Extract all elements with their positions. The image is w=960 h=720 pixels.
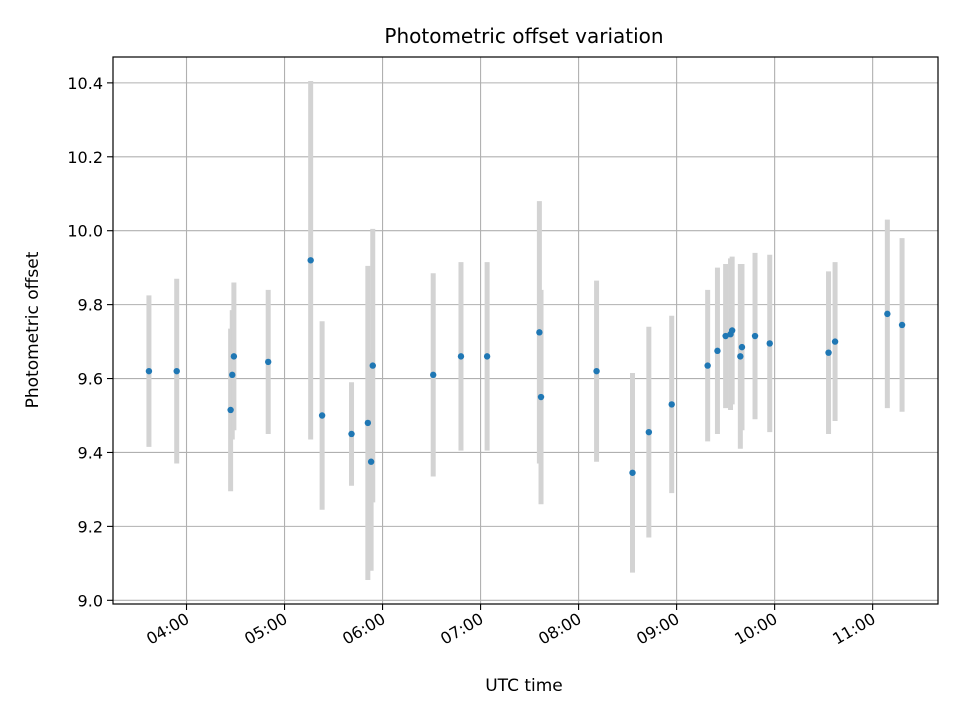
data-points [145, 257, 906, 476]
x-tick-label: 10:00 [731, 609, 780, 649]
y-tick-label: 9.8 [78, 296, 103, 315]
data-point [369, 362, 376, 369]
x-axis-ticks: 04:00 05:00 06:00 07:00 08:00 09:00 10:00 11:00 [143, 604, 879, 649]
x-tick-label: 09:00 [633, 609, 682, 649]
y-tick-label: 9.6 [78, 370, 103, 389]
data-point [318, 412, 326, 419]
data-point [884, 310, 891, 318]
data-point [483, 353, 491, 360]
data-point [593, 367, 600, 375]
data-point [714, 347, 721, 355]
data-point [229, 371, 236, 379]
plot-frame [112, 56, 939, 605]
data-point [145, 367, 153, 375]
x-tick-label: 04:00 [143, 609, 192, 649]
data-point [704, 362, 711, 369]
y-tick-label: 10.4 [67, 74, 103, 93]
x-tick-label: 11:00 [829, 609, 878, 649]
y-tick-label: 10.0 [67, 222, 103, 241]
y-axis-label: Photometric offset [23, 251, 43, 408]
data-point [629, 469, 636, 476]
data-point [766, 340, 773, 347]
x-tick-label: 07:00 [437, 609, 486, 649]
error-bars [146, 81, 905, 580]
data-point [668, 401, 675, 408]
data-point [825, 349, 832, 356]
data-point [429, 371, 437, 379]
y-tick-label: 10.2 [67, 148, 103, 167]
y-tick-label: 9.0 [78, 591, 103, 610]
chart-title: Photometric offset variation [384, 24, 663, 48]
y-tick-label: 9.4 [78, 443, 103, 462]
data-point [367, 458, 375, 465]
data-point [728, 327, 736, 334]
data-point [264, 358, 272, 366]
data-point [536, 329, 543, 336]
data-point [230, 353, 238, 360]
data-point [737, 353, 744, 360]
y-axis-ticks: 9.0 9.2 9.4 9.6 9.8 10.0 10.2 10.4 [67, 74, 113, 610]
x-tick-label: 06:00 [339, 609, 388, 649]
x-tick-label: 08:00 [535, 609, 584, 649]
data-point [537, 393, 545, 401]
data-point [173, 367, 180, 375]
data-point [751, 332, 759, 340]
grid-lines [113, 57, 938, 604]
data-point [364, 419, 372, 427]
data-point [898, 321, 906, 329]
x-tick-label: 05:00 [241, 609, 290, 649]
data-point [738, 343, 746, 351]
y-tick-label: 9.2 [78, 517, 103, 536]
data-point [831, 338, 839, 345]
data-point [457, 353, 465, 360]
data-point [307, 257, 314, 264]
data-point [722, 332, 729, 340]
data-point [645, 428, 653, 436]
x-axis-label: UTC time [485, 676, 563, 696]
data-point [227, 406, 234, 414]
data-point [348, 430, 355, 438]
